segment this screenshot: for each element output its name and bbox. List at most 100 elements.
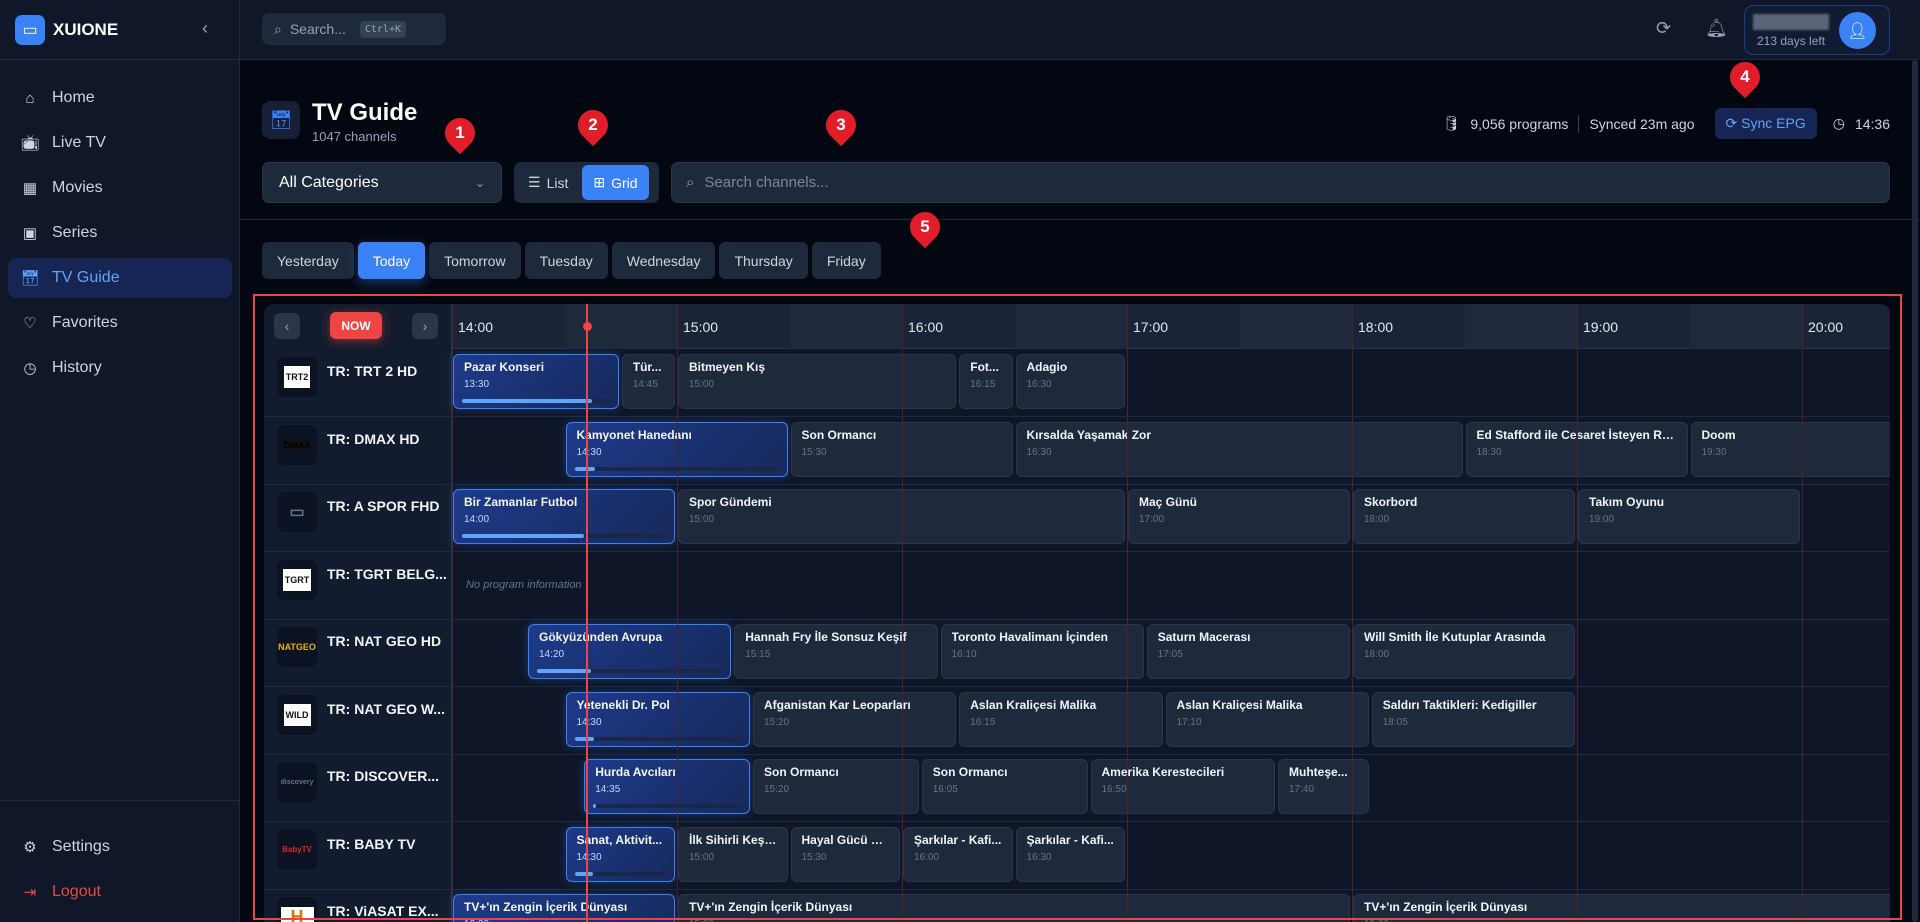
channel-logo[interactable]: ▭ <box>277 492 317 532</box>
channel-row: NATGEO TR: NAT GEO HD Gökyüzünden Avrupa 14… <box>264 619 1890 687</box>
prev-time-button[interactable]: ‹ <box>274 313 300 339</box>
program-block[interactable]: Amerika Kerestecileri 16:50 <box>1090 759 1275 814</box>
program-block[interactable]: Toronto Havalimanı İçinden 16:10 <box>940 624 1144 679</box>
program-block[interactable]: Doom 19:30 <box>1690 421 1890 477</box>
program-block[interactable]: Skorbord 18:00 <box>1353 489 1575 544</box>
day-tab-yesterday[interactable]: Yesterday <box>262 242 354 279</box>
program-block[interactable]: Bitmeyen Kış 15:00 <box>678 354 957 409</box>
channel-search-input[interactable] <box>704 174 1805 191</box>
user-menu[interactable]: 213 days left 👤︎ <box>1744 5 1890 55</box>
day-tab-today[interactable]: Today <box>357 242 426 279</box>
bell-icon[interactable]: 🔔︎ <box>1705 18 1728 38</box>
now-button[interactable]: NOW <box>330 312 382 339</box>
program-block[interactable]: Maç Günü 17:00 <box>1128 489 1350 544</box>
sidebar-item-history[interactable]: ◷︎ History <box>8 348 232 388</box>
day-tab-tomorrow[interactable]: Tomorrow <box>429 242 521 279</box>
program-block[interactable]: Son Ormancı 16:05 <box>921 759 1088 814</box>
program-block[interactable]: Şarkılar - Kafi... 16:30 <box>1015 826 1125 882</box>
channel-name: TR: NAT GEO HD <box>327 633 442 649</box>
timeline-half-hour <box>1464 304 1577 349</box>
program-block[interactable]: Hayal Gücü O... 15:30 <box>790 826 900 882</box>
sidebar-item-home[interactable]: ⌂︎ Home <box>8 78 232 118</box>
program-progress-fill <box>574 871 593 876</box>
program-block[interactable]: Spor Gündemi 15:00 <box>678 489 1125 544</box>
sidebar-item-tv-guide[interactable]: 📅︎ TV Guide <box>8 258 232 298</box>
program-block[interactable]: Bir Zamanlar Futbol 14:00 <box>453 489 675 544</box>
day-tab-thursday[interactable]: Thursday <box>719 242 808 279</box>
day-tab-friday[interactable]: Friday <box>811 242 881 279</box>
global-search[interactable]: ⌕ Search... Ctrl+K <box>262 13 446 45</box>
program-block[interactable]: Yetenekli Dr. Pol 14:30 <box>565 691 750 747</box>
program-block[interactable]: Sanat, Aktivit... 14:30 <box>565 826 675 882</box>
channel-name: TR: ViASAT EX... <box>327 903 439 919</box>
subscription-days-left: 213 days left <box>1757 34 1826 48</box>
timeline-half-hour <box>789 304 902 349</box>
view-grid-label: Grid <box>611 174 638 191</box>
refresh-icon[interactable]: ⟳ <box>1656 18 1672 38</box>
program-start-time: 18:05 <box>1382 716 1408 728</box>
program-block[interactable]: Şarkılar - Kafi... 16:00 <box>903 826 1013 882</box>
program-block[interactable]: Son Ormancı 15:20 <box>753 759 919 814</box>
program-block[interactable]: Ed Stafford ile Cesaret İsteyen Ritü...1… <box>1465 421 1688 477</box>
channel-logo[interactable]: WILD <box>277 694 317 735</box>
program-block[interactable]: Kırsalda Yaşamak Zor 16:30 <box>1015 421 1463 477</box>
sync-epg-button[interactable]: ⟳ Sync EPG <box>1714 108 1817 139</box>
program-block[interactable]: Saldırı Taktikleri: Kedigiller 18:05 <box>1371 691 1575 747</box>
day-tab-tuesday[interactable]: Tuesday <box>524 242 608 279</box>
chevron-left-icon[interactable]: ‹ <box>202 18 208 38</box>
channel-logo[interactable]: TRT2 <box>277 357 317 397</box>
view-grid-button[interactable]: ⊞ Grid <box>582 165 649 200</box>
channel-logo[interactable]: discovery <box>277 762 317 802</box>
page-scrollbar[interactable] <box>1912 60 1918 922</box>
channel-logo[interactable]: DMAX <box>277 424 317 465</box>
day-tab-wednesday[interactable]: Wednesday <box>611 242 716 279</box>
sidebar-item-live-tv[interactable]: 📺︎ Live TV <box>8 123 232 163</box>
program-block[interactable]: Muhteşe... 17:40 <box>1278 759 1369 814</box>
program-start-time: 14:30 <box>576 446 602 458</box>
program-block[interactable]: Aslan Kraliçesi Malika 16:15 <box>959 691 1163 747</box>
program-start-time: 19:00 <box>1589 514 1615 525</box>
logo-image: WILD <box>283 703 311 726</box>
sidebar-item-series[interactable]: ▣︎ Series <box>8 213 232 253</box>
program-block[interactable]: Pazar Konseri 13:30 <box>453 354 619 409</box>
program-block[interactable]: TV+'ın Zengin İçerik Dünyası18:00 <box>1353 894 1890 922</box>
next-time-button[interactable]: › <box>412 313 438 339</box>
channel-logo[interactable]: TGRT <box>277 559 317 600</box>
program-block[interactable]: Will Smith İle Kutuplar Arasında 18:00 <box>1353 624 1575 679</box>
program-block[interactable]: Takım Oyunu 19:00 <box>1578 489 1800 544</box>
program-block[interactable]: Kamyonet Hanedanı 14:30 <box>565 421 788 477</box>
channel-search[interactable]: ⌕ <box>671 162 1890 203</box>
no-program-info: No program information <box>466 578 582 591</box>
sidebar-item-movies[interactable]: ▦︎ Movies <box>8 168 232 208</box>
home-icon: ⌂︎ <box>25 89 35 107</box>
program-block[interactable]: Hurda Avcıları 14:35 <box>584 759 750 814</box>
channel-logo[interactable]: BabyTV <box>277 829 317 870</box>
program-block[interactable]: TV+'ın Zengin İçerik Dünyası15:00 <box>678 894 1350 922</box>
program-block[interactable]: Tür... 14:45 <box>621 354 675 409</box>
sidebar-item-favorites[interactable]: ♡︎ Favorites <box>8 303 232 343</box>
program-block[interactable]: Adagio 16:30 <box>1015 354 1125 409</box>
brand[interactable]: ▭ XUIONE <box>0 0 239 60</box>
category-select[interactable]: All Categories ⌄ <box>262 162 502 203</box>
program-block[interactable]: Gökyüzünden Avrupa 14:20 <box>528 624 732 679</box>
program-block[interactable]: İlk Sihirli Keşifl... 15:00 <box>678 826 788 882</box>
channel-row: TRT2 TR: TRT 2 HD Pazar Konseri 13:30 Tür...… <box>264 349 1890 417</box>
program-block[interactable]: Hannah Fry İle Sonsuz Keşif 15:15 <box>734 624 938 679</box>
program-block[interactable]: Saturn Macerası 17:05 <box>1146 624 1350 679</box>
program-block[interactable]: Son Ormancı 15:30 <box>790 421 1013 477</box>
program-block[interactable]: TV+'ın Zengin İçerik Dünyası12:00 <box>453 894 675 922</box>
program-start-time: 15:20 <box>764 784 790 795</box>
sidebar-item-label: Live TV <box>52 134 106 151</box>
tv-icon: ▭ <box>15 14 45 45</box>
sidebar-item-settings[interactable]: ⚙ Settings <box>8 827 232 867</box>
view-list-button[interactable]: ☰ List <box>517 165 579 200</box>
channel-logo[interactable]: NATGEO <box>277 627 317 667</box>
program-start-time: 16:50 <box>1101 784 1127 795</box>
program-start-time: 14:30 <box>576 851 602 863</box>
program-start-time: 15:30 <box>801 446 827 458</box>
program-block[interactable]: Aslan Kraliçesi Malika 17:10 <box>1165 691 1369 747</box>
redacted-username <box>1753 14 1829 30</box>
sidebar-item-logout[interactable]: ⇥ Logout <box>8 872 232 912</box>
program-block[interactable]: Fot... 16:15 <box>959 354 1013 409</box>
program-block[interactable]: Afganistan Kar Leoparları 15:20 <box>753 691 957 747</box>
